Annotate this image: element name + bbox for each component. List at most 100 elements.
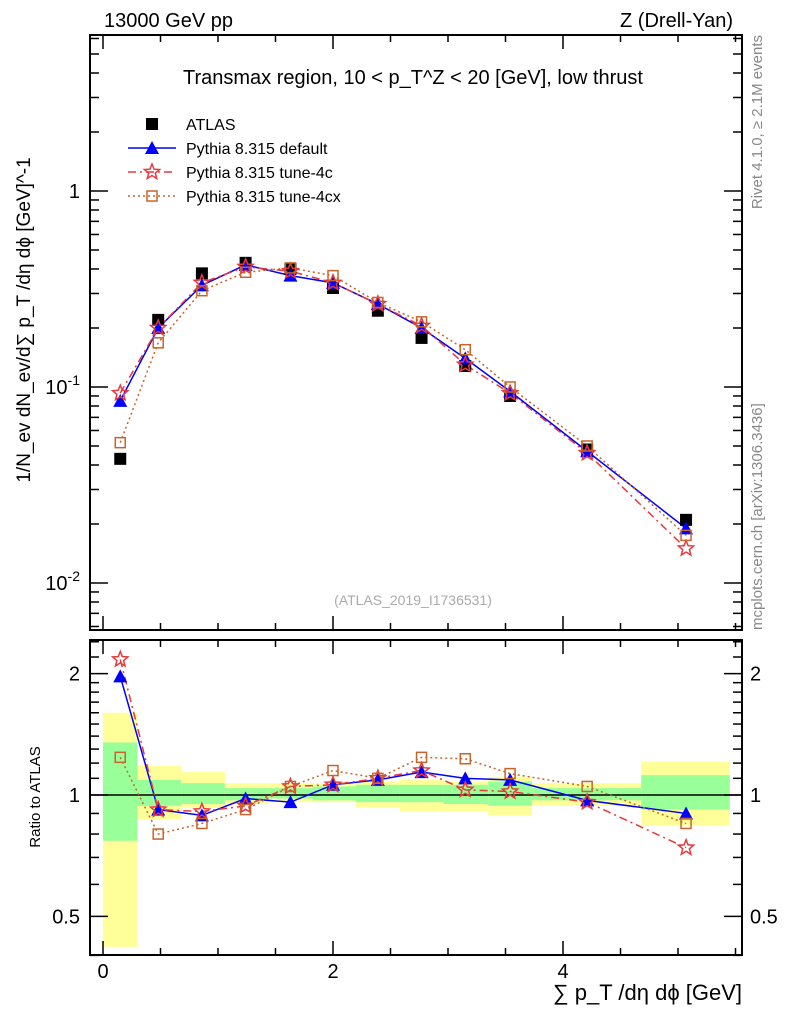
ratio-band-green: [181, 783, 225, 804]
y-tick-label: 10-1: [45, 372, 80, 399]
marker-tune-4cx: [146, 190, 158, 202]
ratio-band-green: [641, 775, 730, 810]
marker-default: [458, 771, 473, 785]
ratio-line-1: [119, 676, 687, 817]
marker-tune-4cx: [680, 529, 692, 542]
marker-tune-4cx: [327, 269, 339, 282]
marker-tune-4c: [411, 315, 432, 335]
ratio-band-green: [137, 779, 182, 806]
marker-atlas: [680, 513, 693, 526]
y-tick-label: 10-2: [45, 568, 80, 595]
x-axis-label: ∑ p_T /dη dϕ [GeV]: [553, 980, 742, 1005]
marker-tune-4c: [500, 781, 520, 800]
marker-tune-4c: [280, 776, 301, 795]
marker-tune-4c: [236, 795, 256, 814]
watermark: (ATLAS_2019_I1736531): [334, 592, 492, 608]
marker-default: [145, 141, 159, 154]
marker-default: [113, 669, 128, 683]
ratio-band-green: [312, 786, 356, 801]
marker-atlas: [146, 118, 158, 130]
process-label: Z (Drell-Yan): [620, 10, 733, 32]
series-line-1: [119, 264, 687, 529]
marker-tune-4c: [110, 383, 130, 402]
marker-tune-4c: [280, 261, 301, 280]
marker-tune-4c: [577, 443, 597, 462]
ratio-tick-label-right: 2: [750, 664, 761, 686]
ratio-band-green: [268, 788, 313, 799]
marker-tune-4cx: [114, 751, 126, 764]
ratio-band-green: [399, 784, 444, 803]
series-line-3: [119, 267, 687, 536]
marker-tune-4c: [455, 354, 475, 373]
y-tick-exponent: -2: [68, 568, 81, 584]
ratio-band-green: [103, 742, 138, 841]
y-tick-label: 1: [69, 181, 80, 203]
x-tick-label: 0: [97, 961, 108, 983]
marker-tune-4c: [323, 272, 343, 291]
ratio-tick-label-right: 0.5: [750, 906, 778, 928]
marker-atlas: [114, 452, 127, 465]
ratio-band-green: [356, 784, 400, 803]
legend-label: Pythia 8.315 default: [186, 141, 328, 158]
marker-default: [113, 393, 128, 407]
marker-tune-4cx: [284, 262, 297, 274]
main-frame: [89, 34, 743, 631]
marker-tune-4c: [368, 768, 388, 787]
ratio-tick-label: 2: [69, 664, 80, 686]
ratio-line-3: [119, 756, 687, 835]
mcplots-label: mcplots.cern.ch [arXiv:1306.3436]: [749, 403, 766, 630]
marker-tune-4cx: [196, 817, 208, 830]
marker-default: [679, 806, 694, 820]
marker-tune-4cx: [372, 296, 384, 309]
energy-label: 13000 GeV pp: [104, 10, 233, 32]
marker-default: [283, 795, 298, 809]
x-tick-label: 2: [327, 961, 338, 983]
marker-tune-4c: [676, 837, 696, 856]
marker-tune-4cx: [152, 828, 164, 840]
legend-label: Pythia 8.315 tune-4c: [186, 165, 333, 182]
marker-atlas: [415, 331, 428, 344]
marker-tune-4c: [148, 799, 168, 818]
ratio-tick-label: 0.5: [52, 906, 80, 928]
marker-tune-4c: [192, 801, 212, 820]
marker-tune-4cx: [372, 772, 384, 785]
marker-tune-4c: [676, 538, 696, 557]
marker-tune-4cx: [152, 337, 164, 349]
y-axis-label: 1/N_ev dN_ev/d∑ p_T /dη dϕ [GeV]^-1: [14, 157, 35, 482]
ratio-line-2: [119, 659, 687, 849]
ratio-tick-label: 1: [69, 785, 80, 807]
marker-tune-4c: [455, 779, 475, 798]
marker-tune-4cx: [581, 780, 593, 793]
marker-tune-4c: [577, 792, 597, 811]
marker-tune-4c: [236, 256, 256, 276]
marker-tune-4c: [142, 161, 162, 181]
marker-default: [503, 772, 518, 786]
legend-label: ATLAS: [186, 117, 236, 134]
rivet-label: Rivet 4.1.0, ≥ 2.1M events: [749, 35, 766, 209]
y-tick-exponent: -1: [68, 372, 81, 388]
x-tick-label: 4: [557, 961, 568, 983]
marker-tune-4cx: [196, 284, 208, 297]
legend-label: Pythia 8.315 tune-4cx: [186, 189, 341, 206]
marker-tune-4c: [411, 760, 432, 779]
marker-tune-4cx: [680, 817, 692, 830]
marker-tune-4cx: [284, 780, 297, 793]
marker-tune-4cx: [504, 381, 516, 393]
ratio-axis-label: Ratio to ATLAS: [27, 746, 44, 847]
marker-tune-4cx: [239, 266, 252, 278]
marker-tune-4cx: [459, 753, 471, 765]
ratio-frame: [89, 639, 743, 956]
marker-tune-4cx: [459, 343, 471, 356]
marker-tune-4c: [148, 317, 168, 337]
marker-tune-4c: [110, 649, 130, 668]
series-line-2: [119, 266, 687, 550]
marker-tune-4cx: [239, 803, 252, 816]
marker-tune-4cx: [504, 767, 516, 780]
marker-tune-4cx: [581, 440, 593, 452]
marker-tune-4cx: [415, 316, 428, 328]
chart-title: Transmax region, 10 < p_T^Z < 20 [GeV], …: [183, 67, 643, 89]
marker-tune-4cx: [114, 436, 126, 449]
ratio-tick-label-right: 1: [750, 785, 761, 807]
